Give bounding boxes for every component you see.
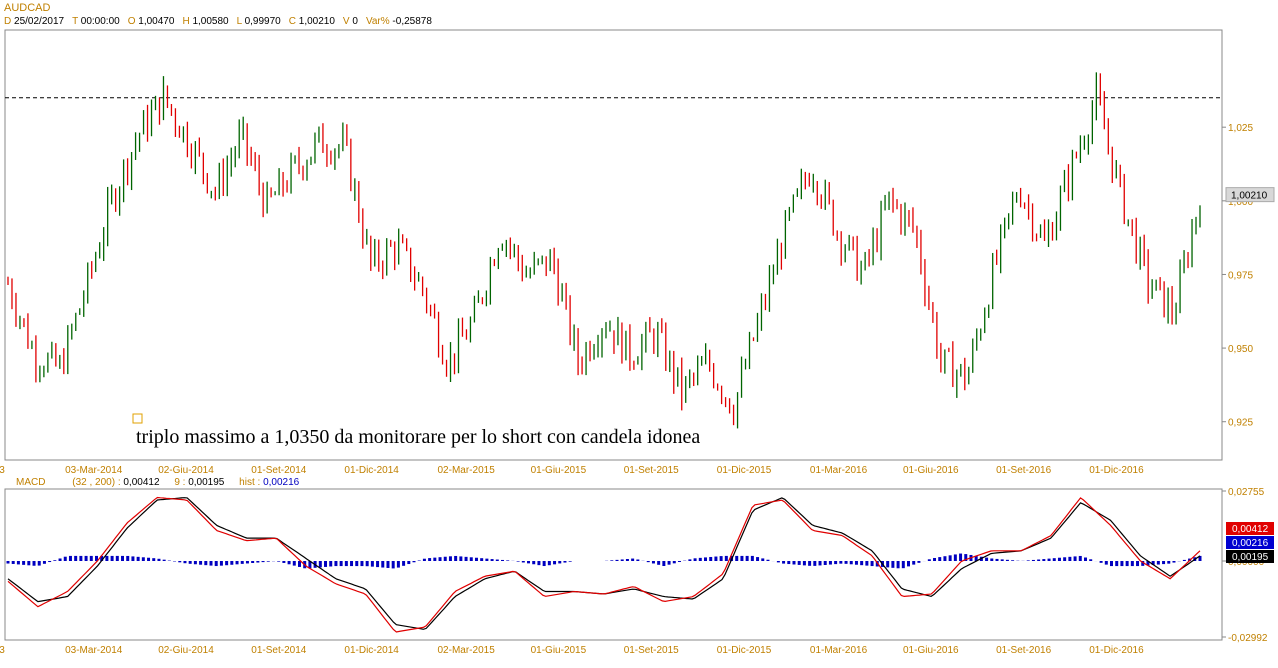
macd-x-tick-label: 02-Giu-2014: [158, 645, 214, 656]
last-price-box: [1225, 187, 1275, 203]
x-tick-label: ic-2013: [0, 465, 5, 476]
macd-x-tick-label: ic-2013: [0, 645, 5, 656]
price-y-tick-label: 0,925: [1228, 418, 1253, 429]
price-y-tick-label: 1,000: [1228, 197, 1253, 208]
hist-label: hist :: [239, 477, 261, 488]
hist-badge: 0,00216: [1232, 538, 1269, 549]
axes: 1,025 1,000 0,975 0,950 0,925 1,00210 ic-2013 i…: [0, 123, 1275, 656]
ohlc-value-3: 1,00580: [189, 16, 229, 27]
macd-x-tick-label: 01-Mar-2016: [810, 645, 868, 656]
macd-x-tick-label: 01-Dic-2016: [1089, 645, 1144, 656]
macd-y-tick-label: 0,02755: [1228, 487, 1265, 498]
macd-x-tick-label: 01-Set-2016: [996, 645, 1051, 656]
ohlc-label-2: O: [127, 16, 136, 27]
ohlc-value-5: 1,00210: [295, 16, 335, 27]
x-tick-label: 01-Set-2016: [996, 465, 1051, 476]
macd-x-tick-label: 01-Dic-2015: [717, 645, 772, 656]
macd-y-tick-label: -0,02992: [1228, 633, 1268, 644]
ohlc-value-0: 25/02/2017: [11, 16, 65, 27]
ohlc-label-0: D: [4, 16, 12, 27]
ohlc-label-1: T: [72, 16, 78, 27]
ohlc-value-7: -0,25878: [389, 16, 432, 27]
macd-panel-frame: [4, 488, 1223, 641]
x-tick-label: 01-Dic-2015: [717, 465, 772, 476]
ohlc-label-6: V: [342, 16, 350, 27]
x-tick-label: 01-Giu-2015: [531, 465, 587, 476]
x-tick-label: 01-Giu-2016: [903, 465, 959, 476]
macd-params: (32 , 200) :: [72, 477, 121, 488]
signal-badge-box: [1226, 550, 1274, 563]
price-panel-frame: [4, 29, 1223, 461]
price-y-tick-label: 1,025: [1228, 123, 1253, 134]
annotation-marker[interactable]: [132, 413, 143, 424]
macd-x-tick-label: 01-Dic-2014: [344, 645, 399, 656]
macd-x-tick-label: 01-Giu-2016: [903, 645, 959, 656]
price-y-tick-label: 0,950: [1228, 344, 1253, 355]
x-tick-label: 02-Giu-2014: [158, 465, 214, 476]
macd-line: [7, 496, 1201, 633]
symbol-title: AUDCAD: [4, 2, 51, 14]
macd-badge: 0,00412: [1232, 524, 1269, 535]
ohlc-value-4: 0,99970: [241, 16, 281, 27]
macd-x-tick-label: 02-Mar-2015: [438, 645, 496, 656]
ohlc-label-5: C: [288, 16, 296, 27]
x-tick-label: 02-Mar-2015: [438, 465, 496, 476]
x-tick-label: 01-Dic-2016: [1089, 465, 1144, 476]
ohlc-value-2: 1,00470: [135, 16, 175, 27]
macd-badge-box: [1226, 522, 1274, 535]
x-tick-label: 01-Set-2015: [624, 465, 679, 476]
x-tick-label: 01-Mar-2016: [810, 465, 868, 476]
macd-series: [6, 496, 1202, 633]
signal-value: 0,00195: [188, 477, 225, 488]
macd-x-tick-label: 01-Giu-2015: [531, 645, 587, 656]
macd-value: 0,00412: [123, 477, 160, 488]
hist-badge-box: [1226, 536, 1274, 549]
annotation-text: triplo massimo a 1,0350 da monitorare pe…: [136, 426, 700, 448]
hist-value: 0,00216: [263, 477, 300, 488]
x-tick-label: 01-Set-2014: [251, 465, 306, 476]
ohlc-readout: D 25/02/2017 T 00:00:00 O 1,00470 H 1,00580…: [4, 16, 432, 28]
macd-x-tick-label: 01-Set-2015: [624, 645, 679, 656]
price-series: [5, 72, 1222, 429]
x-tick-label: 01-Dic-2014: [344, 465, 399, 476]
last-price-label: 1,00210: [1231, 191, 1268, 202]
ohlc-value-6: 0: [349, 16, 358, 27]
ohlc-label-4: L: [236, 16, 242, 27]
macd-x-tick-label: 03-Mar-2014: [65, 645, 123, 656]
ohlc-label-3: H: [182, 16, 190, 27]
macd-x-tick-label: 01-Set-2014: [251, 645, 306, 656]
signal-badge: 0,00195: [1232, 552, 1269, 563]
ohlc-label-7: Var%: [365, 16, 390, 27]
macd-title: MACD: [16, 477, 46, 488]
ohlc-value-1: 00:00:00: [78, 16, 120, 27]
macd-readout: MACD (32 , 200) : 0,00412 9 : 0,00195 hi…: [4, 477, 299, 489]
signal-label: 9 :: [174, 477, 186, 488]
price-y-tick-label: 0,975: [1228, 270, 1253, 281]
x-tick-label: 03-Mar-2014: [65, 465, 123, 476]
